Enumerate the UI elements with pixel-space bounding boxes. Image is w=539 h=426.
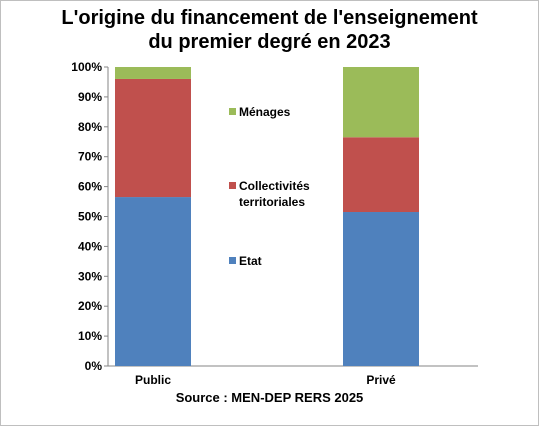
y-tick-label: 0% bbox=[85, 359, 103, 373]
chart-title-line-2: du premier degré en 2023 bbox=[148, 31, 391, 53]
legend-swatch bbox=[229, 108, 236, 115]
legend-label: Ménages bbox=[239, 105, 291, 119]
y-tick-label: 10% bbox=[78, 329, 102, 343]
bar-segment-public-etat bbox=[115, 197, 191, 366]
y-tick-label: 60% bbox=[78, 180, 102, 194]
chart-title-line-1: L'origine du financement de l'enseigneme… bbox=[61, 7, 478, 29]
legend-swatch bbox=[229, 257, 236, 264]
y-tick-label: 50% bbox=[78, 210, 102, 224]
bar-segment-privé-ménages bbox=[343, 67, 419, 138]
x-tick-label: Privé bbox=[366, 373, 396, 387]
y-tick-label: 30% bbox=[78, 269, 102, 283]
y-tick-label: 90% bbox=[78, 90, 102, 104]
y-tick-label: 40% bbox=[78, 239, 102, 253]
legend-label: Collectivités bbox=[239, 179, 310, 193]
chart-title: L'origine du financement de l'enseigneme… bbox=[0, 6, 539, 54]
bar-segment-public-ménages bbox=[115, 67, 191, 79]
legend-swatch bbox=[229, 182, 236, 189]
y-tick-label: 70% bbox=[78, 150, 102, 164]
legend-label: Etat bbox=[239, 254, 262, 268]
source-note: Source : MEN-DEP RERS 2025 bbox=[175, 390, 364, 405]
bar-segment-privé-etat bbox=[343, 212, 419, 366]
bar-segment-privé-collectivités bbox=[343, 137, 419, 213]
y-tick-label: 20% bbox=[78, 299, 102, 313]
y-tick-label: 100% bbox=[71, 60, 102, 74]
legend-label: territoriales bbox=[239, 195, 305, 209]
y-tick-label: 80% bbox=[78, 120, 102, 134]
x-tick-label: Public bbox=[135, 373, 171, 387]
bar-segment-public-collectivités bbox=[115, 78, 191, 198]
